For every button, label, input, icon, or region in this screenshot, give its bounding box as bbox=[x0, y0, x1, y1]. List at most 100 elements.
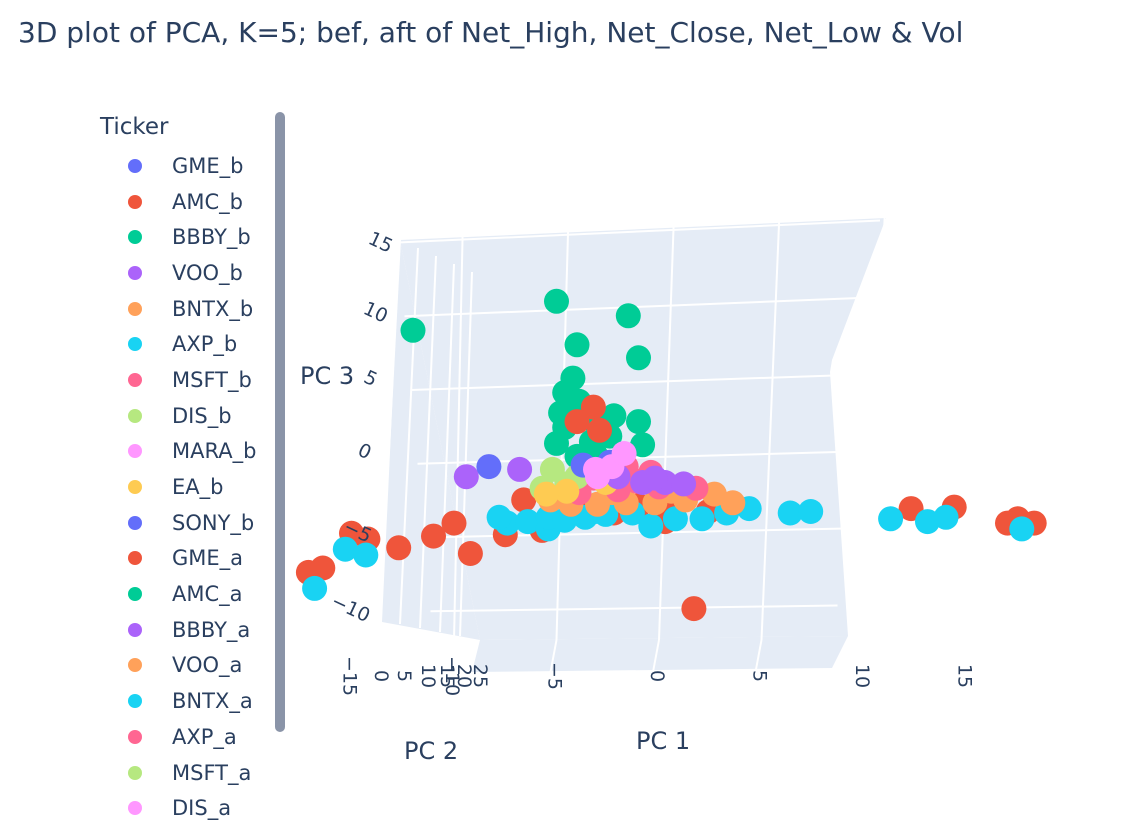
data-point bbox=[511, 487, 537, 513]
grid-line-x bbox=[658, 220, 675, 641]
y-tick-label: 15 bbox=[436, 664, 458, 688]
legend-marker-icon bbox=[128, 694, 142, 709]
legend-marker-icon bbox=[128, 301, 142, 316]
data-point bbox=[564, 409, 590, 435]
grid-line-x-floor bbox=[857, 639, 865, 673]
legend-label: BBBY_b bbox=[172, 225, 251, 250]
data-point bbox=[798, 499, 824, 524]
legend-marker-icon bbox=[128, 158, 142, 173]
legend-label: VOO_a bbox=[172, 653, 243, 678]
grid-line-y bbox=[459, 271, 473, 637]
legend-label: AMC_b bbox=[172, 189, 243, 214]
legend-label: DIS_b bbox=[172, 403, 232, 428]
legend-item[interactable]: DIS_a bbox=[100, 790, 280, 826]
data-point bbox=[353, 542, 379, 568]
grid-line-x-floor bbox=[447, 639, 455, 673]
legend-item[interactable]: MSFT_b bbox=[100, 362, 280, 398]
x-tick-label: −5 bbox=[544, 662, 566, 690]
grid-line-z bbox=[397, 219, 881, 244]
y-tick-label: 10 bbox=[417, 664, 439, 688]
legend-item[interactable]: AMC_a bbox=[100, 576, 280, 612]
grid-line-x-floor bbox=[344, 639, 353, 673]
legend-item[interactable]: VOO_a bbox=[100, 648, 280, 684]
legend-item[interactable]: AXP_b bbox=[100, 326, 280, 362]
legend-item[interactable]: BNTX_b bbox=[100, 291, 280, 327]
legend-item[interactable]: BNTX_a bbox=[100, 683, 280, 719]
legend-item[interactable]: EA_b bbox=[100, 469, 280, 505]
legend-item[interactable]: GME_a bbox=[100, 541, 280, 577]
legend-marker-icon bbox=[128, 515, 142, 530]
legend-item[interactable]: VOO_b bbox=[100, 255, 280, 291]
data-point bbox=[544, 430, 569, 456]
legend-item[interactable]: MARA_b bbox=[100, 434, 280, 470]
grid-line-y bbox=[439, 263, 455, 633]
data-point bbox=[564, 332, 590, 358]
grid-line-z bbox=[404, 296, 872, 318]
data-point bbox=[671, 471, 697, 497]
legend-label: AXP_b bbox=[172, 332, 238, 357]
x-tick-label: 0 bbox=[646, 670, 668, 682]
x-tick-label: −15 bbox=[339, 656, 361, 696]
grid-line-z bbox=[430, 604, 838, 613]
x-tick-label: 15 bbox=[954, 664, 976, 688]
data-point bbox=[515, 509, 541, 535]
data-point bbox=[626, 345, 651, 371]
legend-marker-icon bbox=[128, 372, 142, 387]
legend-marker-icon bbox=[128, 801, 142, 816]
legend-item[interactable]: BBBY_a bbox=[100, 612, 280, 648]
data-point bbox=[626, 409, 651, 435]
grid-line-y bbox=[379, 239, 401, 621]
legend-scrollbar[interactable] bbox=[275, 112, 285, 732]
legend-marker-icon bbox=[128, 551, 142, 566]
data-point bbox=[421, 523, 446, 549]
legend-label: MSFT_b bbox=[172, 367, 252, 392]
legend-item[interactable]: MSFT_a bbox=[100, 755, 280, 791]
legend-items: GME_b AMC_b BBBY_b VOO_b BNTX_b AXP_b MSFT_b DI… bbox=[100, 148, 280, 826]
data-point bbox=[544, 288, 569, 314]
grid-line-x bbox=[350, 228, 359, 641]
legend-label: GME_a bbox=[172, 546, 244, 571]
legend-label: BNTX_b bbox=[172, 296, 254, 321]
legend-item[interactable]: AMC_b bbox=[100, 184, 280, 220]
legend-label: EA_b bbox=[172, 475, 224, 500]
y-tick-label: 0 bbox=[370, 670, 392, 682]
legend-marker-icon bbox=[128, 194, 142, 209]
z-tick-label: 10 bbox=[360, 297, 391, 327]
data-point bbox=[642, 465, 668, 491]
z-tick-label: 5 bbox=[360, 366, 380, 391]
legend-label: BNTX_a bbox=[172, 689, 253, 714]
data-point bbox=[386, 535, 412, 561]
grid-line-x-floor bbox=[549, 639, 558, 673]
data-point bbox=[689, 506, 715, 532]
legend: Ticker GME_b AMC_b BBBY_b VOO_b BNTX_b AXP_b M… bbox=[100, 112, 280, 826]
legend-item[interactable]: BBBY_b bbox=[100, 219, 280, 255]
data-point bbox=[587, 417, 612, 443]
y-tick-label: 25 bbox=[469, 664, 491, 688]
legend-marker-icon bbox=[128, 408, 142, 423]
data-point bbox=[878, 506, 904, 532]
legend-marker-icon bbox=[128, 587, 142, 602]
legend-label: MARA_b bbox=[172, 439, 257, 464]
y-tick-label: 5 bbox=[393, 670, 415, 682]
data-point bbox=[453, 464, 479, 490]
legend-item[interactable]: AXP_a bbox=[100, 719, 280, 755]
legend-label: VOO_b bbox=[172, 260, 243, 285]
floor-pane bbox=[472, 636, 848, 672]
z-tick-label: 0 bbox=[354, 439, 374, 464]
legend-marker-icon bbox=[128, 265, 142, 280]
legend-label: AXP_a bbox=[172, 724, 237, 749]
legend-item[interactable]: GME_b bbox=[100, 148, 280, 184]
chart-title: 3D plot of PCA, K=5; bef, aft of Net_Hig… bbox=[18, 16, 964, 49]
grid-line-x bbox=[965, 211, 992, 641]
data-point bbox=[615, 303, 641, 329]
data-point bbox=[486, 504, 512, 530]
data-point bbox=[554, 478, 580, 504]
data-points bbox=[295, 288, 1047, 622]
legend-item[interactable]: SONY_b bbox=[100, 505, 280, 541]
data-point bbox=[507, 456, 533, 482]
data-point bbox=[638, 513, 664, 539]
grid-line-x-floor bbox=[652, 639, 660, 673]
legend-item[interactable]: DIS_b bbox=[100, 398, 280, 434]
legend-marker-icon bbox=[128, 230, 142, 245]
